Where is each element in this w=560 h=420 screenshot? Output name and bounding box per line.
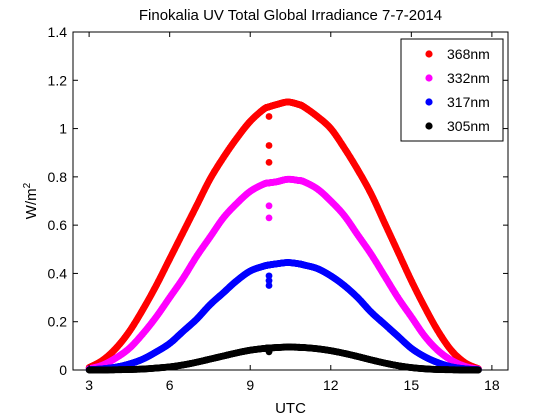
y-axis-title: W/m2 bbox=[22, 182, 40, 219]
legend-marker bbox=[425, 98, 433, 106]
legend-label: 332nm bbox=[447, 70, 490, 86]
data-point-outlier bbox=[265, 272, 273, 280]
legend-marker bbox=[425, 74, 433, 82]
legend-marker bbox=[425, 122, 433, 130]
legend-marker bbox=[425, 50, 433, 58]
x-tick-label: 12 bbox=[323, 377, 339, 393]
x-tick-label: 15 bbox=[404, 377, 420, 393]
y-axis-title-main: W/m bbox=[23, 188, 40, 219]
x-tick-label: 3 bbox=[85, 377, 93, 393]
series-332nm bbox=[85, 175, 482, 373]
y-tick-label: 0.4 bbox=[48, 265, 68, 281]
data-point-outlier bbox=[265, 142, 273, 149]
y-tick-label: 0 bbox=[59, 362, 67, 378]
data-point bbox=[475, 366, 482, 374]
y-tick-label: 0.8 bbox=[48, 169, 68, 185]
data-point-outlier bbox=[265, 202, 273, 210]
data-point-outlier bbox=[265, 348, 273, 356]
series-317nm bbox=[85, 259, 482, 374]
data-point-outlier bbox=[265, 158, 273, 166]
y-tick-label: 1.2 bbox=[48, 72, 68, 88]
legend-label: 368nm bbox=[447, 46, 490, 62]
data-point-outlier bbox=[265, 282, 273, 289]
series-305nm bbox=[85, 343, 482, 374]
data-point-outlier bbox=[265, 214, 273, 222]
x-tick-label: 18 bbox=[484, 377, 500, 393]
y-axis-title-superscript: 2 bbox=[22, 182, 33, 188]
x-tick-label: 9 bbox=[246, 377, 254, 393]
data-point-outlier bbox=[265, 277, 273, 285]
plot-area-frame bbox=[72, 31, 509, 371]
data-layer bbox=[85, 98, 482, 374]
chart-title: Finokalia UV Total Global Irradiance 7-7… bbox=[139, 7, 442, 24]
legend-box bbox=[400, 38, 504, 142]
legend: 368nm 332nm 317nm 305nm bbox=[400, 38, 504, 142]
data-point-outlier bbox=[265, 113, 273, 120]
legend-label: 305nm bbox=[447, 118, 490, 134]
y-tick-label: 1.4 bbox=[48, 24, 68, 40]
legend-label: 317nm bbox=[447, 94, 490, 110]
y-tick-label: 0.2 bbox=[48, 314, 68, 330]
y-tick-label: 1 bbox=[59, 121, 67, 137]
axis-layer: 3 6 9 12 15 18 0 0.2 0.4 0.6 0.8 1 1.2 1.4 bbox=[48, 24, 508, 393]
y-tick-label: 0.6 bbox=[48, 217, 68, 233]
x-tick-label: 6 bbox=[166, 377, 174, 393]
x-axis-title: UTC bbox=[275, 400, 306, 417]
